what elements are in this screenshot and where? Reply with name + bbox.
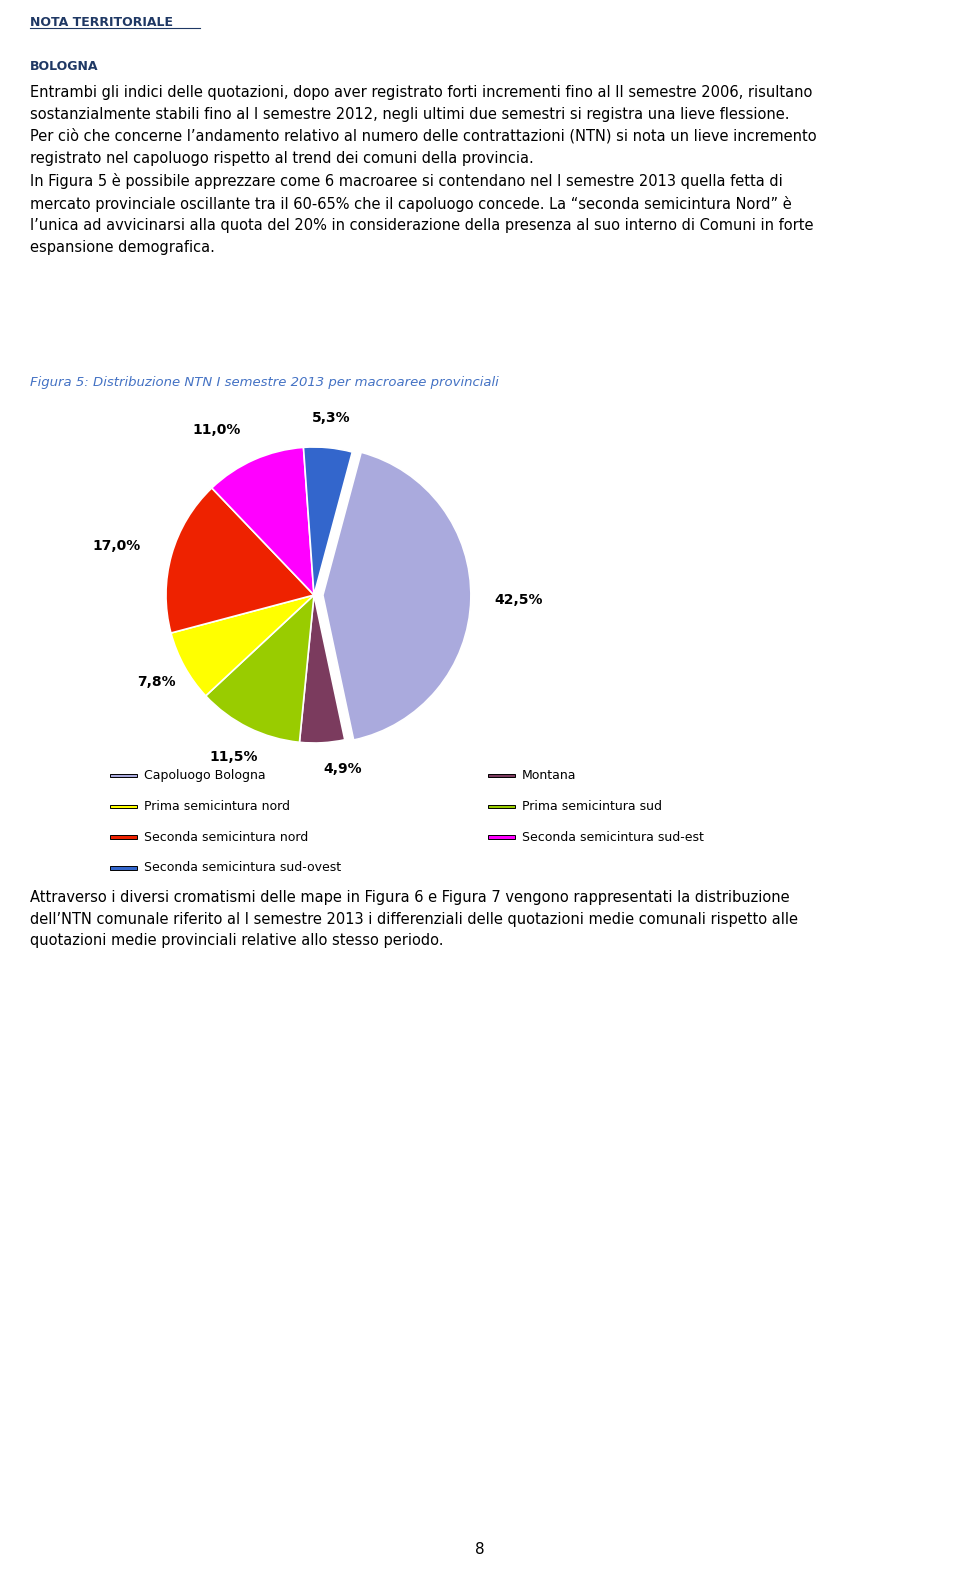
Bar	[488, 774, 515, 777]
Text: Seconda semicintura sud-est: Seconda semicintura sud-est	[521, 831, 704, 843]
Bar	[488, 804, 515, 809]
Wedge shape	[323, 452, 470, 739]
Text: Seconda semicintura sud-ovest: Seconda semicintura sud-ovest	[144, 862, 341, 874]
Text: 11,5%: 11,5%	[209, 750, 258, 765]
Text: 8: 8	[475, 1542, 485, 1557]
Text: Entrambi gli indici delle quotazioni, dopo aver registrato forti incrementi fino: Entrambi gli indici delle quotazioni, do…	[30, 85, 817, 254]
Text: 7,8%: 7,8%	[136, 675, 176, 689]
Text: Prima semicintura sud: Prima semicintura sud	[521, 799, 661, 813]
Text: NOTA TERRITORIALE: NOTA TERRITORIALE	[30, 16, 173, 28]
Bar	[110, 774, 137, 777]
Wedge shape	[212, 447, 314, 595]
Text: 5,3%: 5,3%	[312, 411, 350, 425]
Bar	[488, 835, 515, 838]
Bar	[110, 835, 137, 838]
Wedge shape	[166, 488, 314, 633]
Wedge shape	[300, 595, 345, 743]
Text: Prima semicintura nord: Prima semicintura nord	[144, 799, 290, 813]
Wedge shape	[205, 595, 314, 743]
Text: BOLOGNA: BOLOGNA	[30, 60, 99, 72]
Bar	[110, 804, 137, 809]
Text: Seconda semicintura nord: Seconda semicintura nord	[144, 831, 308, 843]
Wedge shape	[171, 595, 314, 696]
Text: 42,5%: 42,5%	[494, 593, 543, 606]
Text: 17,0%: 17,0%	[92, 539, 140, 553]
Text: 11,0%: 11,0%	[193, 422, 241, 436]
Text: Attraverso i diversi cromatismi delle mape in Figura 6 e Figura 7 vengono rappre: Attraverso i diversi cromatismi delle ma…	[30, 890, 798, 948]
Text: 4,9%: 4,9%	[324, 763, 362, 777]
Bar	[110, 867, 137, 870]
Text: Figura 5: Distribuzione NTN I semestre 2013 per macroaree provinciali: Figura 5: Distribuzione NTN I semestre 2…	[30, 375, 499, 389]
Wedge shape	[303, 447, 352, 595]
Text: Montana: Montana	[521, 769, 576, 782]
Text: Capoluogo Bologna: Capoluogo Bologna	[144, 769, 265, 782]
